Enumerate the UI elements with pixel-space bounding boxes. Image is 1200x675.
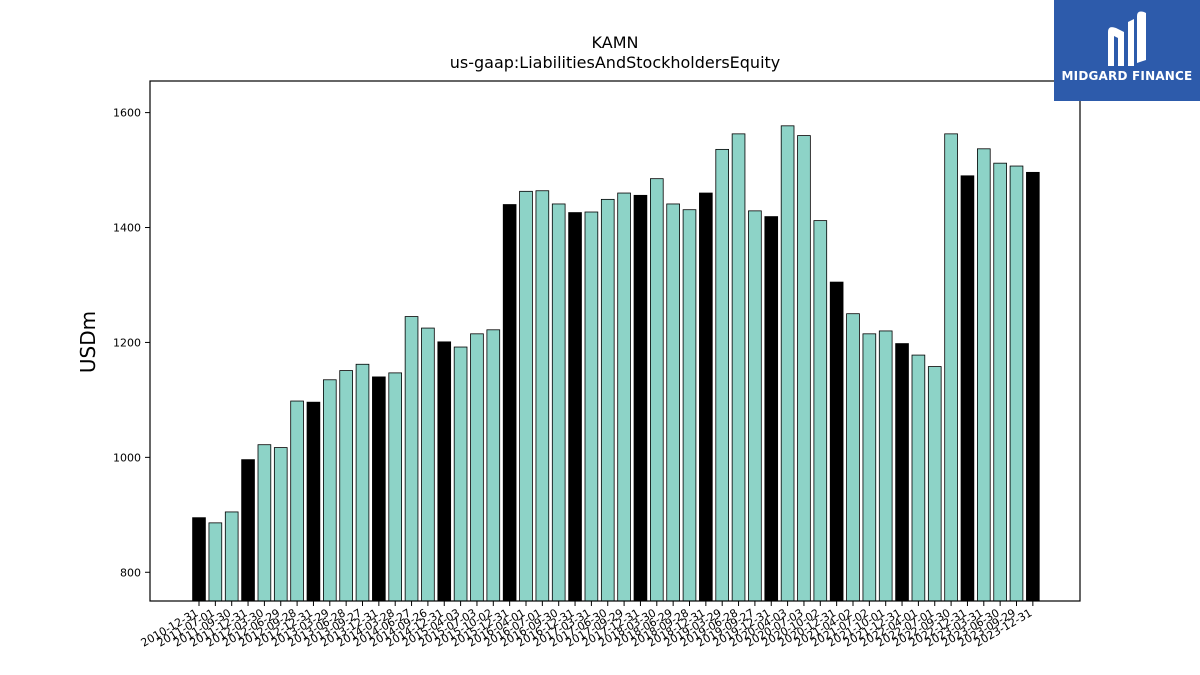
bar-2016-12-31 bbox=[568, 212, 582, 602]
y-tick-label: 800 bbox=[120, 566, 141, 579]
y-axis-ticks: 800 1000 1200 1400 1600 bbox=[113, 107, 150, 579]
bar-2015-07-03 bbox=[470, 333, 484, 602]
bar-2013-06-28 bbox=[339, 370, 353, 602]
bar-2021-10-01 bbox=[878, 330, 893, 602]
bar-2018-12-31 bbox=[699, 192, 713, 602]
bar-2010-12-31 bbox=[192, 517, 206, 602]
bar-2018-06-29 bbox=[666, 203, 680, 602]
bar-2015-04-03 bbox=[453, 346, 468, 602]
y-tick-label: 1000 bbox=[113, 451, 141, 464]
chart-subtitle: us-gaap:LiabilitiesAndStockholdersEquity bbox=[450, 53, 781, 72]
bar-2014-12-31 bbox=[437, 341, 452, 602]
bar-2017-09-29 bbox=[617, 192, 631, 602]
bar-2023-06-30 bbox=[993, 162, 1007, 602]
bar-2012-03-30 bbox=[257, 444, 272, 602]
y-tick-label: 1600 bbox=[113, 107, 141, 120]
plot-frame bbox=[149, 80, 1081, 602]
bar-2014-09-26 bbox=[421, 327, 435, 602]
logo-mark-icon bbox=[1108, 11, 1146, 67]
bar-2019-09-27 bbox=[748, 210, 762, 602]
bar-2019-03-29 bbox=[715, 148, 729, 602]
bar-2015-12-31 bbox=[502, 204, 517, 602]
bar-2023-12-31 bbox=[1026, 171, 1040, 602]
bar-2020-07-03 bbox=[797, 135, 811, 602]
y-tick-label: 1400 bbox=[113, 222, 141, 235]
y-axis-label: USDm bbox=[76, 311, 100, 373]
chart-title: KAMN bbox=[592, 33, 639, 52]
bar-2011-09-30 bbox=[224, 511, 239, 602]
x-axis-ticks: 2010-12-312011-07-012011-09-302011-12-31… bbox=[139, 601, 1034, 650]
bar-2023-09-29 bbox=[1009, 165, 1024, 602]
bar-2016-07-01 bbox=[535, 190, 550, 602]
bar-2023-03-31 bbox=[977, 148, 991, 602]
bar-2012-06-29 bbox=[273, 447, 288, 602]
bar-2019-12-31 bbox=[764, 216, 779, 602]
bar-2012-09-28 bbox=[290, 400, 304, 602]
bar-2014-03-28 bbox=[388, 372, 402, 602]
bar-2020-04-03 bbox=[780, 125, 795, 602]
bar-2022-09-30 bbox=[944, 133, 958, 602]
bar-2016-09-30 bbox=[551, 203, 566, 602]
bar-2016-04-01 bbox=[519, 190, 533, 602]
bar-2021-12-31 bbox=[895, 343, 909, 602]
bars-group bbox=[192, 125, 1040, 602]
bar-2011-12-31 bbox=[241, 459, 255, 602]
bar-2013-03-29 bbox=[322, 379, 337, 602]
bar-2022-07-01 bbox=[927, 366, 942, 602]
bar-2021-07-02 bbox=[862, 333, 877, 602]
bar-2017-06-30 bbox=[600, 198, 615, 602]
bar-2020-10-02 bbox=[813, 220, 828, 602]
bar-2018-09-28 bbox=[682, 209, 697, 602]
bar-2017-12-31 bbox=[633, 194, 648, 602]
brand-name: MIDGARD FINANCE bbox=[1061, 69, 1193, 83]
bar-2013-09-27 bbox=[355, 363, 370, 602]
bar-2013-12-31 bbox=[372, 376, 386, 602]
brand-logo: MIDGARD FINANCE bbox=[1054, 0, 1200, 101]
bar-2021-04-02 bbox=[846, 313, 860, 602]
y-tick-label: 1200 bbox=[113, 336, 141, 349]
bar-2018-03-30 bbox=[650, 178, 664, 602]
bar-2015-10-02 bbox=[486, 329, 501, 602]
bar-2014-06-27 bbox=[404, 316, 419, 602]
bar-2012-12-31 bbox=[306, 401, 321, 602]
bar-2022-04-01 bbox=[911, 354, 926, 602]
bar-2019-06-28 bbox=[731, 133, 746, 602]
bar-2022-12-31 bbox=[960, 175, 975, 602]
bar-2017-03-31 bbox=[584, 211, 599, 602]
bar-2020-12-31 bbox=[829, 281, 844, 602]
bar-2011-07-01 bbox=[208, 522, 223, 602]
